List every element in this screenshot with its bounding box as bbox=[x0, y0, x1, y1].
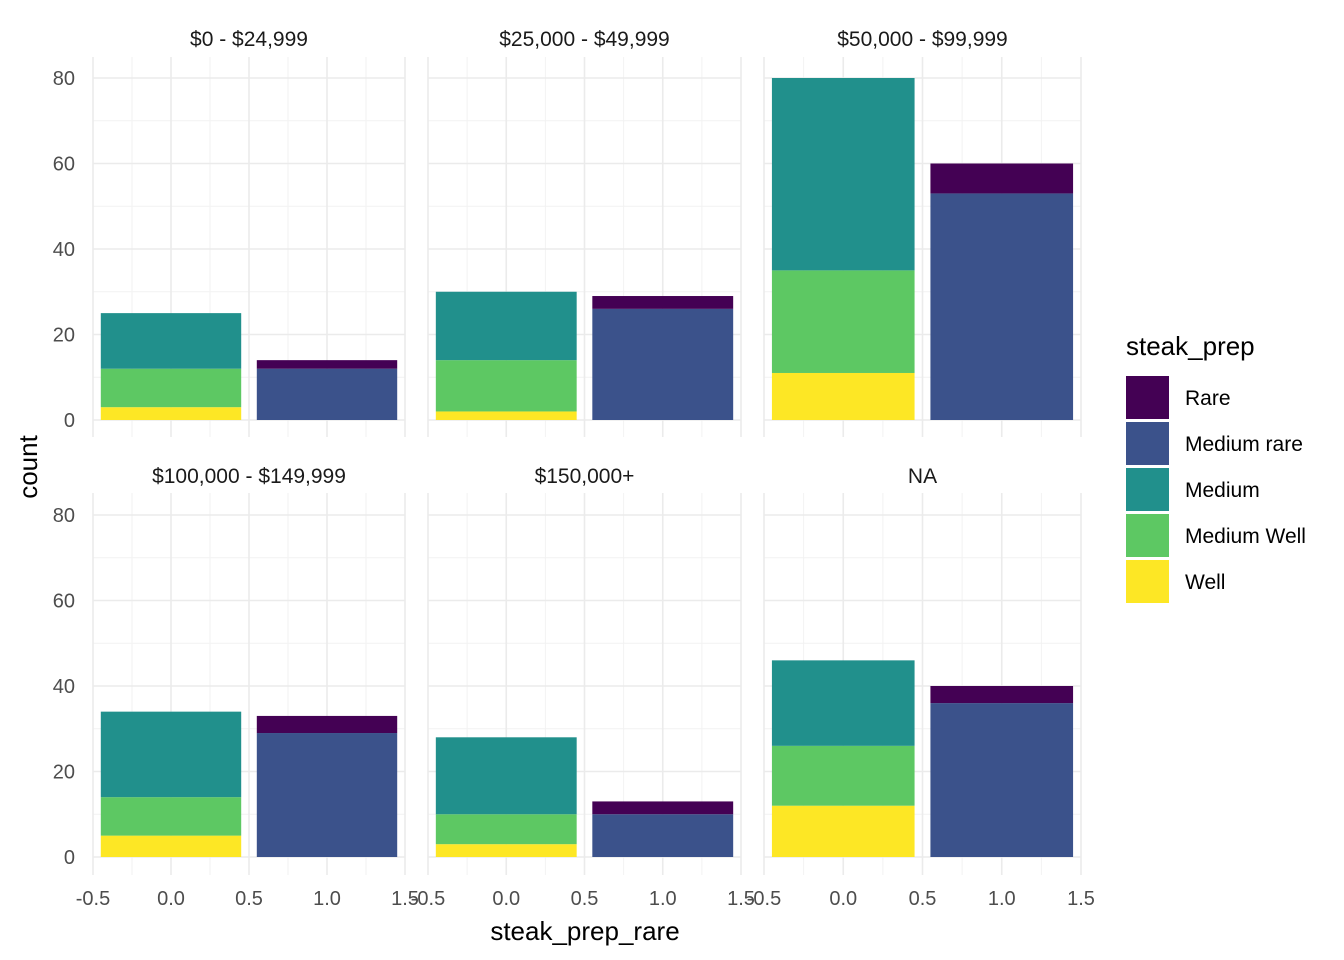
legend-label: Rare bbox=[1185, 387, 1231, 410]
legend: steak_prep Rare Medium rare Medium Medium W… bbox=[1126, 331, 1306, 603]
bar-segment-medium bbox=[435, 737, 577, 815]
bar-segment-medium bbox=[100, 313, 242, 369]
facet-panels: $0 - $24,999 $25,000 - $49,999 $50,000 - $… bbox=[92, 28, 1082, 875]
facet-strip-label: $150,000+ bbox=[535, 465, 635, 488]
y-tick-label: 80 bbox=[53, 505, 75, 527]
facet-strip-label: $0 - $24,999 bbox=[190, 28, 308, 51]
bar-segment-medium-rare bbox=[256, 733, 398, 857]
x-tick-label: -0.5 bbox=[411, 888, 445, 910]
facet-strip-label: $25,000 - $49,999 bbox=[499, 28, 669, 51]
y-tick-label: 40 bbox=[53, 676, 75, 698]
bar-segment-medium-rare bbox=[930, 193, 1074, 420]
x-axis-title: steak_prep_rare bbox=[490, 916, 679, 946]
bar-segment-rare bbox=[930, 686, 1074, 704]
x-tick-label: 1.5 bbox=[727, 888, 755, 910]
y-tick-label: 0 bbox=[64, 847, 75, 869]
bar-segment-well bbox=[435, 411, 577, 420]
bar-segment-medium bbox=[771, 78, 915, 271]
x-tick-label: 0.0 bbox=[829, 888, 857, 910]
y-axis-title: count bbox=[13, 434, 43, 498]
bar-segment-medium-rare bbox=[256, 368, 398, 420]
bar-segment-rare bbox=[256, 360, 398, 369]
bar-segment-rare bbox=[930, 163, 1074, 194]
legend-label: Well bbox=[1185, 571, 1225, 594]
legend-label: Medium Well bbox=[1185, 525, 1306, 548]
legend-key-medium bbox=[1126, 468, 1169, 511]
x-tick-label: 0.5 bbox=[235, 888, 263, 910]
bar-segment-medium-well bbox=[771, 745, 915, 806]
x-tick-label: 1.5 bbox=[391, 888, 419, 910]
x-tick-label: 1.0 bbox=[649, 888, 677, 910]
bar-segment-medium-well bbox=[100, 368, 242, 408]
legend-key-medium-rare bbox=[1126, 422, 1169, 465]
legend-key-medium-well bbox=[1126, 514, 1169, 557]
facet-strip-label: $50,000 - $99,999 bbox=[837, 28, 1007, 51]
legend-title: steak_prep bbox=[1126, 331, 1255, 361]
bar-segment-rare bbox=[592, 801, 734, 815]
bar-segment-medium-rare bbox=[592, 814, 734, 857]
y-tick-label: 80 bbox=[53, 68, 75, 90]
y-tick-label: 20 bbox=[53, 325, 75, 347]
facet-strip-label: NA bbox=[908, 465, 937, 488]
x-axis-ticks: -0.5 0.0 0.5 1.0 1.5-0.5 0.0 0.5 1.0 1.5-0.5 0.0 0… bbox=[76, 888, 1095, 910]
y-tick-label: 60 bbox=[53, 591, 75, 613]
facet-panel: $50,000 - $99,999 bbox=[763, 28, 1082, 437]
x-tick-label: 0.0 bbox=[492, 888, 520, 910]
x-tick-label: 1.5 bbox=[1067, 888, 1095, 910]
facet-panel: $0 - $24,999 bbox=[92, 28, 406, 437]
bar-segment-medium bbox=[771, 660, 915, 746]
x-tick-label: 0.5 bbox=[571, 888, 599, 910]
facet-panel: NA bbox=[763, 465, 1082, 875]
bar-segment-well bbox=[100, 835, 242, 857]
facet-panel: $25,000 - $49,999 bbox=[427, 28, 742, 437]
legend-key-well bbox=[1126, 560, 1169, 603]
bar-segment-medium bbox=[435, 291, 577, 361]
facet-panel: $100,000 - $149,999 bbox=[92, 465, 406, 875]
bar-segment-medium-well bbox=[435, 814, 577, 845]
bar-segment-medium bbox=[100, 711, 242, 798]
y-tick-label: 60 bbox=[53, 154, 75, 176]
bar-segment-rare bbox=[256, 715, 398, 734]
x-tick-label: -0.5 bbox=[747, 888, 781, 910]
y-tick-label: 20 bbox=[53, 762, 75, 784]
legend-label: Medium rare bbox=[1185, 433, 1303, 456]
legend-key-rare bbox=[1126, 376, 1169, 419]
bar-segment-medium-well bbox=[771, 270, 915, 373]
y-axis-ticks: 0 20 40 60 80 0 20 40 60 80 bbox=[53, 68, 75, 869]
bar-segment-well bbox=[771, 372, 915, 420]
legend-label: Medium bbox=[1185, 479, 1260, 502]
x-tick-label: 1.0 bbox=[988, 888, 1016, 910]
bar-segment-well bbox=[100, 407, 242, 420]
bar-segment-medium-rare bbox=[930, 703, 1074, 857]
bar-segment-medium-well bbox=[435, 360, 577, 412]
bar-segment-well bbox=[435, 844, 577, 857]
bar-segment-medium-rare bbox=[592, 308, 734, 420]
x-tick-label: 0.0 bbox=[157, 888, 185, 910]
y-tick-label: 40 bbox=[53, 239, 75, 261]
x-tick-label: -0.5 bbox=[76, 888, 110, 910]
bar-segment-well bbox=[771, 805, 915, 857]
bar-segment-rare bbox=[592, 296, 734, 309]
y-tick-label: 0 bbox=[64, 410, 75, 432]
facet-strip-label: $100,000 - $149,999 bbox=[152, 465, 346, 488]
bar-segment-medium-well bbox=[100, 797, 242, 836]
x-tick-label: 1.0 bbox=[313, 888, 341, 910]
facet-panel: $150,000+ bbox=[427, 465, 742, 875]
x-tick-label: 0.5 bbox=[909, 888, 937, 910]
